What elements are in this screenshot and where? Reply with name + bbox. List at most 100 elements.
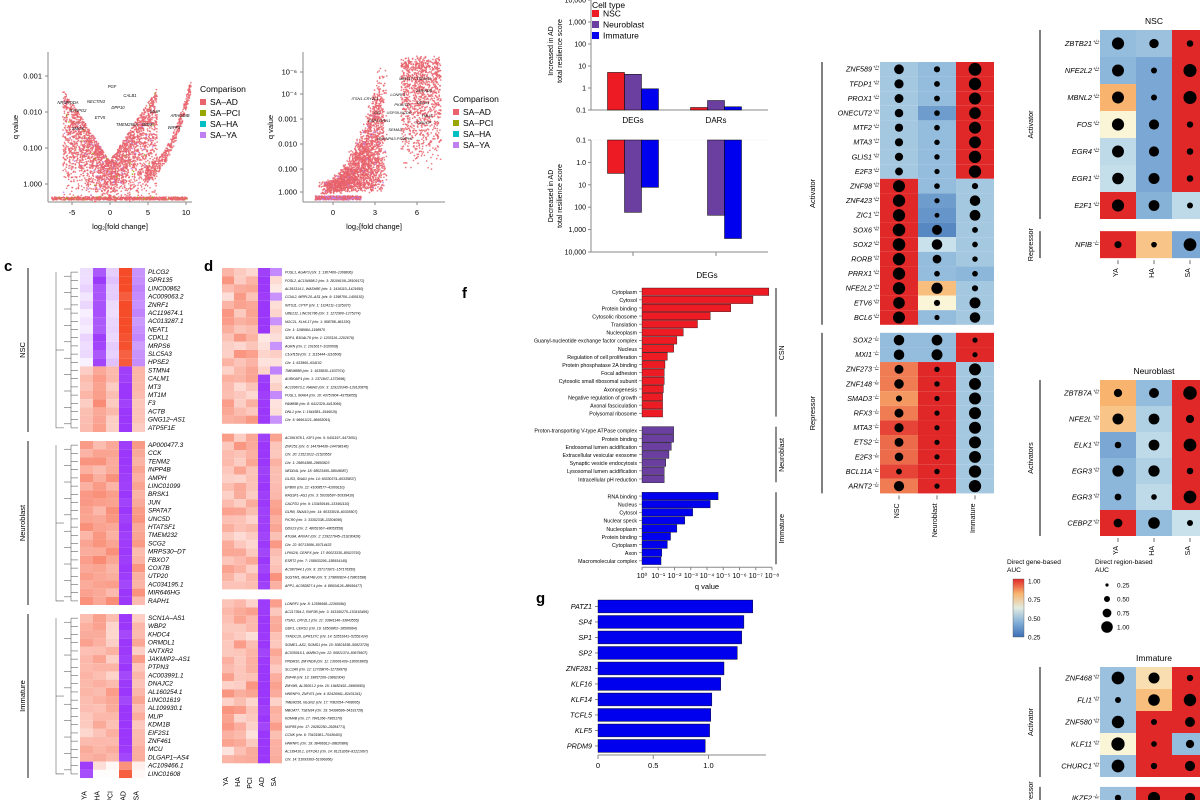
- heatmap-d-region-label: ZMYM5, AL35001.2 (chr. 15: 19482492–1996…: [284, 684, 365, 688]
- heatmap-cell: [234, 540, 246, 549]
- resilience-bar: [690, 107, 708, 111]
- heatmap-d-region-label: LPIN2/6, CENPX (chr. 17: 80023335–800237…: [285, 551, 361, 555]
- go-xtick: 10⁰: [637, 572, 648, 580]
- go-bar: [641, 352, 668, 361]
- go-term-label: Cytoplasm: [612, 543, 638, 549]
- heatmap-c-gene-label: LINC01099: [148, 483, 181, 490]
- heatmap-cell: [106, 745, 119, 754]
- heatmap-cell: [270, 640, 282, 649]
- heatmap-cell: [258, 450, 270, 459]
- heatmap-cell: [119, 539, 132, 548]
- heatmap-c-group-label: Neuroblast: [18, 504, 27, 541]
- dotplot-row-label: CEBPZ: [1067, 518, 1092, 527]
- go-term-label: Negative regulation of growth: [568, 395, 637, 401]
- heatmap-d-col-label: PCI: [247, 777, 254, 789]
- dotplot-dot: [1186, 40, 1194, 47]
- heatmap-cell: [222, 482, 234, 492]
- heatmap-cell: [246, 366, 258, 375]
- heatmap-d-region-label: SDF4, B3GALT6 (chr. 1: 1203116–1202679): [285, 336, 354, 340]
- dotplot-dot: [934, 124, 940, 131]
- dotplot-row-sup: –/–: [872, 350, 880, 355]
- heatmap-cell: [80, 572, 93, 581]
- dotplot-dot: [894, 452, 904, 462]
- heatmap-cell: [270, 581, 282, 590]
- dotplot-row-sup: +/+: [873, 152, 880, 157]
- heatmap-cell: [119, 646, 132, 656]
- heatmap-c-gene-label: ORMDL1: [148, 640, 175, 647]
- dotplot-row-label: BCL6: [854, 313, 872, 322]
- heatmap-c-gene-label: ATP5F1E: [147, 425, 176, 432]
- dotplot-dot: [934, 483, 940, 489]
- heatmap-d-region-label: UBE2J2, LINC01786 (chr. 1: 1272900–12753…: [285, 312, 361, 316]
- heatmap-c-gene-label: ZNF461: [147, 738, 172, 745]
- heatmap-d-region-label: CCNL2, MRPL20–AS1 (chr. 9: 1398706–14001…: [285, 295, 364, 299]
- heatmap-cell: [258, 673, 270, 682]
- go-bar: [641, 360, 666, 369]
- heatmap-cell: [234, 466, 246, 475]
- heatmap-cell: [234, 391, 246, 400]
- heatmap-cell: [258, 615, 270, 624]
- heatmap-cell: [258, 433, 270, 442]
- heatmap-c-gene-label: WBP2: [148, 623, 167, 630]
- heatmap-cell: [246, 564, 258, 574]
- heatmap-cell: [106, 317, 119, 326]
- tf-bar-label: KLF14: [571, 695, 592, 704]
- go-bar: [641, 548, 662, 557]
- go-xtick: 10⁻²: [668, 573, 682, 580]
- heatmap-cell: [80, 391, 93, 400]
- heatmap-cell: [93, 276, 106, 285]
- heatmap-cell: [132, 423, 145, 432]
- dotplot-row-label: ZBTB7A: [1063, 388, 1092, 397]
- heatmap-cell: [80, 638, 93, 647]
- volcano2-gene-label: PKIA/TD: [394, 102, 409, 107]
- dotplot-dot: [893, 297, 905, 309]
- heatmap-cell: [222, 599, 234, 608]
- go-term-label: Protein binding: [602, 437, 637, 443]
- heatmap-cell: [234, 499, 246, 508]
- dotplot-dot: [931, 239, 943, 250]
- heatmap-cell: [132, 547, 145, 556]
- heatmap-cell: [80, 276, 93, 285]
- resilience-bar: [724, 106, 742, 111]
- dotplot-dot: [894, 437, 904, 447]
- dotplot-row-sup: +/+: [1093, 201, 1100, 206]
- go-term-label: Synaptic vesicle endocytosis: [570, 461, 638, 467]
- heatmap-c-gene-label: CCK: [148, 450, 162, 457]
- dotplot-dot: [1112, 91, 1124, 104]
- dotplot-dot: [1186, 467, 1194, 475]
- heatmap-c-gene-label: MCU: [148, 746, 163, 753]
- heatmap-d-region-label: AC035016.1, MARK3 (chr. 22: 50821374–506…: [284, 651, 367, 655]
- heatmap-cell: [80, 473, 93, 483]
- heatmap-cell: [119, 300, 132, 309]
- heatmap-cell: [119, 498, 132, 507]
- heatmap-cell: [270, 656, 282, 665]
- heatmap-cell: [106, 506, 119, 515]
- dotplot-dot: [969, 136, 981, 149]
- heatmap-cell: [222, 399, 234, 408]
- dotplot-row-sup: –/–: [872, 394, 880, 399]
- heatmap-cell: [80, 523, 93, 532]
- heatmap-cell: [106, 663, 119, 672]
- heatmap-cell: [258, 458, 270, 467]
- go-bar: [641, 426, 674, 435]
- heatmap-cell: [222, 515, 234, 524]
- tf-bar-label: ZNF281: [565, 664, 592, 673]
- heatmap-cell: [234, 656, 246, 665]
- dotplot-dot: [1148, 413, 1160, 425]
- dotplot-dot: [892, 267, 906, 280]
- heatmap-c-gene-label: AL160254.1: [147, 689, 183, 696]
- heatmap-cell: [93, 671, 106, 680]
- heatmap-cell: [119, 638, 132, 647]
- heatmap-cell: [246, 499, 258, 508]
- volcano1-ytick: 0.010: [23, 108, 42, 117]
- heatmap-cell: [246, 640, 258, 649]
- dotplot-col-label: YA: [1113, 268, 1120, 277]
- heatmap-d-region-label: Chr. 1: 29804388–29800823: [285, 461, 329, 465]
- heatmap-cell: [119, 655, 132, 664]
- heatmap-cell: [258, 474, 270, 483]
- heatmap-cell: [93, 498, 106, 507]
- dotplot-dot: [969, 450, 981, 463]
- heatmap-cell: [222, 292, 234, 301]
- heatmap-cell: [106, 769, 119, 779]
- heatmap-cell: [270, 292, 282, 301]
